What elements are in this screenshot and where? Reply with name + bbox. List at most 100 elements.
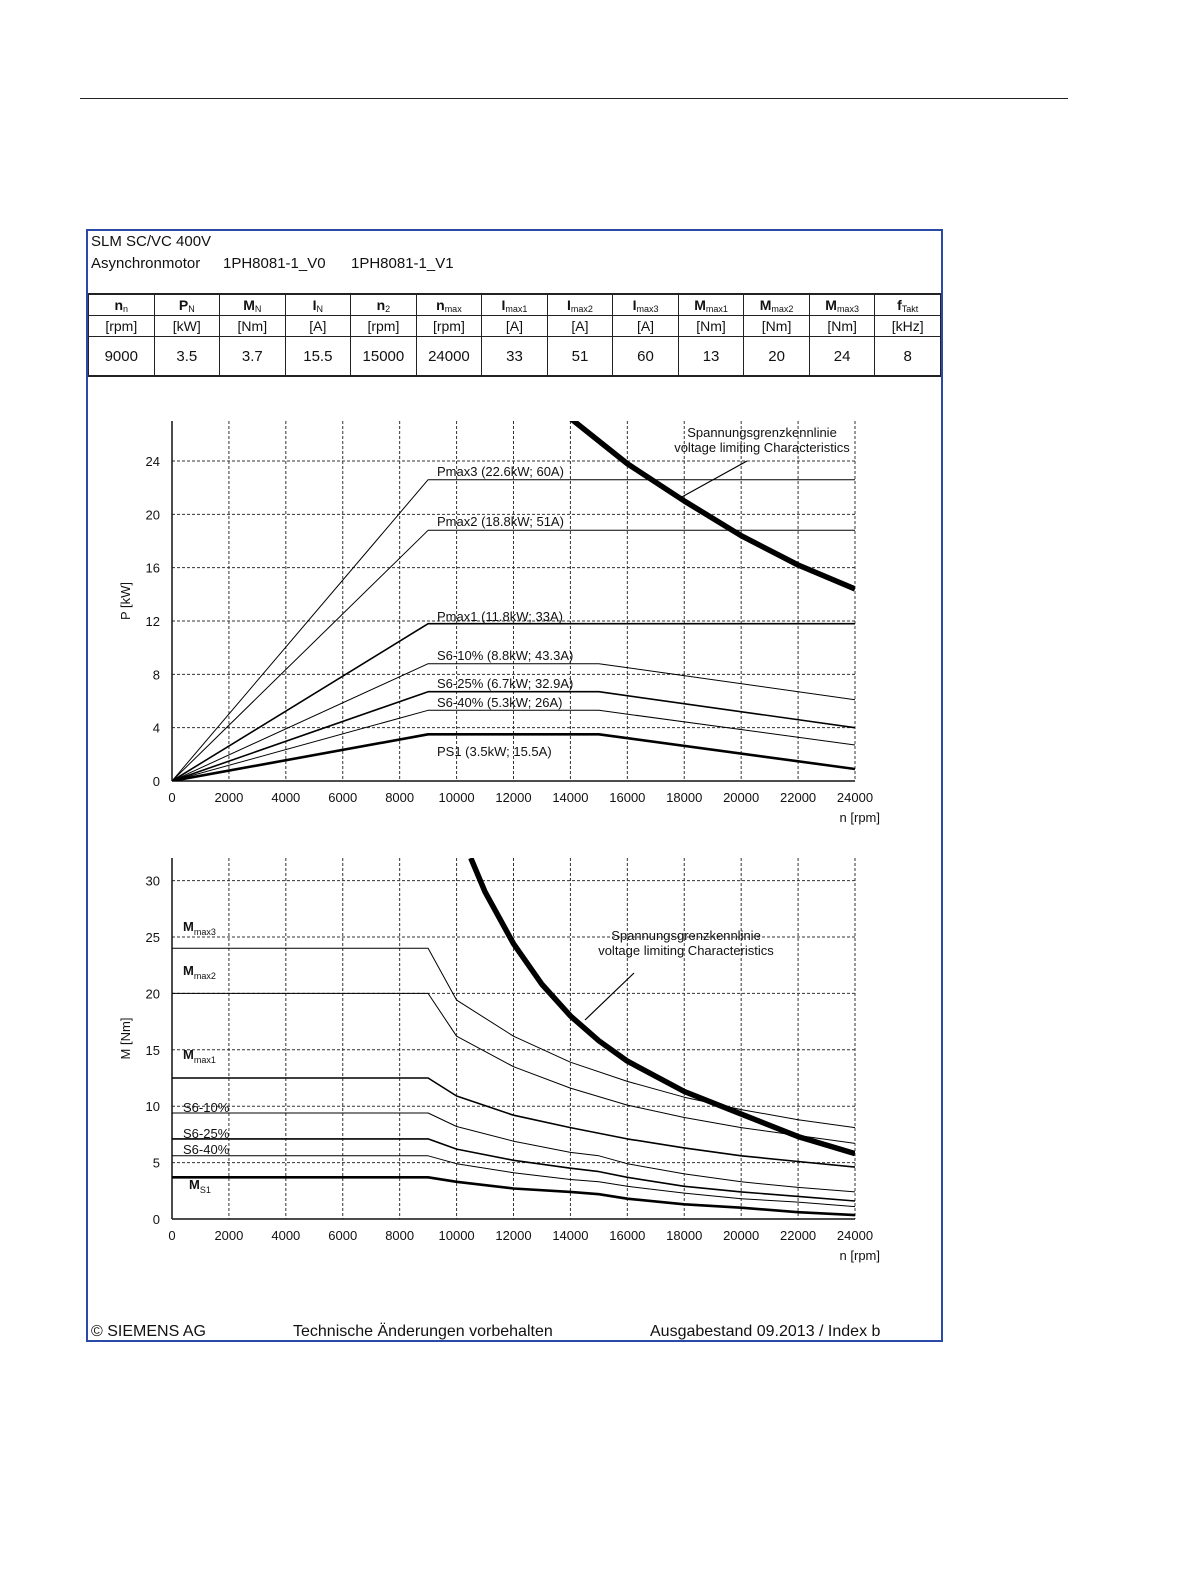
x-tick-label: 18000: [666, 1228, 702, 1243]
y-tick-label: 4: [153, 721, 160, 736]
series-line: [172, 1112, 855, 1193]
datasheet-footer: © SIEMENS AG Technische Änderungen vorbe…: [88, 1323, 941, 1343]
y-tick-label: 20: [146, 986, 160, 1001]
y-tick-label: 8: [153, 667, 160, 682]
voltage-limit-label-de: Spannungsgrenzkennlinie: [611, 928, 761, 943]
y-axis-label: P [kW]: [118, 582, 133, 620]
table-value-cell: 8: [874, 336, 941, 377]
symbol-main: M: [694, 296, 706, 313]
x-tick-label: 18000: [666, 790, 702, 805]
datasheet-header: SLM SC/VC 400V Asynchronmotor 1PH8081-1_…: [88, 231, 941, 293]
x-tick-label: 6000: [328, 790, 357, 805]
symbol-main: I: [501, 296, 506, 313]
table-unit-cell: [rpm]: [415, 315, 483, 337]
x-tick-label: 16000: [609, 790, 645, 805]
symbol-subscript: max2: [570, 303, 593, 314]
y-tick-label: 20: [146, 507, 160, 522]
series-label: Pmax1 (11.8kW; 33A): [437, 609, 563, 624]
symbol-subscript: N: [254, 303, 262, 314]
series-line: [468, 858, 855, 1157]
table-value-cell: 24000: [415, 336, 483, 377]
x-axis-label: n [rpm]: [840, 1248, 880, 1263]
y-tick-label: 25: [146, 930, 160, 945]
series-line: [172, 663, 855, 781]
voltage-limit-leader: [584, 972, 635, 1021]
table-symbol-row: nn PN MN IN n2 nmax Imax1 Imax2 Imax3 Mmax1 Mmax2 M…: [88, 293, 941, 316]
footer-notice: Technische Änderungen vorbehalten: [293, 1323, 553, 1340]
series-group: [172, 858, 855, 1217]
curve-label-mmax1: Mmax1: [183, 1047, 216, 1065]
symbol-main: I: [632, 296, 637, 313]
x-tick-label: 8000: [385, 790, 414, 805]
table-unit-cell: [Nm]: [743, 315, 810, 337]
x-tick-label: 10000: [439, 790, 475, 805]
curve-label-main: M: [183, 963, 194, 978]
table-unit-cell: [Nm]: [677, 315, 745, 337]
x-tick-label: 12000: [495, 790, 531, 805]
torque-chart: 0 2000 4000 6000 8000 10000 12000 14000 16000 180…: [118, 858, 880, 1263]
symbol-main: M: [825, 296, 837, 313]
x-tick-label: 24000: [837, 790, 873, 805]
series-label: Pmax2 (18.8kW; 51A): [437, 514, 564, 529]
table-unit-cell: [rpm]: [350, 315, 417, 337]
table-value-cell: 51: [546, 336, 614, 377]
table-unit-cell: [A]: [546, 315, 614, 337]
x-tick-label: 0: [168, 790, 175, 805]
x-tick-label: 2000: [214, 1228, 243, 1243]
x-tick-label: 20000: [723, 1228, 759, 1243]
curve-label-subscript: max2: [194, 971, 216, 981]
curve-label-subscript: max1: [194, 1055, 216, 1065]
table-value-cell: 15.5: [284, 336, 352, 377]
y-tick-label: 15: [146, 1043, 160, 1058]
y-tick-label: 16: [146, 561, 160, 576]
symbol-subscript: N: [316, 303, 324, 314]
series-label: Pmax3 (22.6kW; 60A): [437, 464, 564, 479]
rating-table: nn PN MN IN n2 nmax Imax1 Imax2 Imax3 Mmax1 Mmax2 M…: [88, 293, 941, 377]
x-axis-label: n [rpm]: [840, 810, 880, 825]
table-unit-row: [rpm] [kW] [Nm] [A] [rpm] [rpm] [A] [A] [A] [Nm][…: [88, 315, 941, 337]
curve-label-mmax3: Mmax3: [183, 919, 216, 937]
series-line: [172, 622, 855, 781]
table-symbol-cell: Mmax2: [743, 293, 810, 316]
x-tick-label: 0: [168, 1228, 175, 1243]
symbol-main: f: [897, 296, 902, 313]
x-tick-label: 14000: [552, 790, 588, 805]
series-label: S6-25% (6.7kW; 32.9A): [437, 676, 573, 691]
series-line: [172, 1077, 855, 1168]
y-tick-label: 12: [146, 614, 160, 629]
series-line: [172, 529, 855, 781]
curve-label-main: M: [189, 1177, 200, 1192]
series-line: [569, 421, 855, 592]
table-unit-cell: [A]: [284, 315, 352, 337]
symbol-subscript: max: [444, 303, 462, 314]
symbol-subscript: max3: [836, 303, 859, 314]
x-tick-label: 14000: [552, 1228, 588, 1243]
y-tick-label: 5: [153, 1156, 160, 1171]
x-tick-label: 20000: [723, 790, 759, 805]
table-unit-cell: [rpm]: [88, 315, 155, 337]
symbol-main: n: [376, 296, 386, 313]
series-line: [172, 1176, 855, 1217]
table-value-cell: 33: [481, 336, 548, 377]
table-value-cell: 3.7: [219, 336, 286, 377]
x-tick-label: 4000: [271, 1228, 300, 1243]
x-tick-label: 6000: [328, 1228, 357, 1243]
curve-label-main: M: [183, 1047, 194, 1062]
series-line: [172, 690, 855, 781]
series-line: [172, 947, 855, 1129]
curve-label-s6-40: S6-40%: [183, 1142, 230, 1157]
table-unit-cell: [A]: [612, 315, 679, 337]
symbol-main: M: [243, 296, 255, 313]
series-line: [172, 1155, 855, 1208]
symbol-subscript: max3: [636, 303, 659, 314]
y-tick-label: 0: [153, 1212, 160, 1227]
x-tick-label: 24000: [837, 1228, 873, 1243]
table-unit-cell: [kHz]: [874, 315, 941, 337]
x-tick-label: 12000: [495, 1228, 531, 1243]
curve-label-main: M: [183, 919, 194, 934]
table-value-cell: 3.5: [153, 336, 221, 377]
curve-label-mmax2: Mmax2: [183, 963, 216, 981]
symbol-main: M: [759, 296, 772, 313]
footer-edition: Ausgabestand 09.2013 / Index b: [650, 1323, 881, 1340]
